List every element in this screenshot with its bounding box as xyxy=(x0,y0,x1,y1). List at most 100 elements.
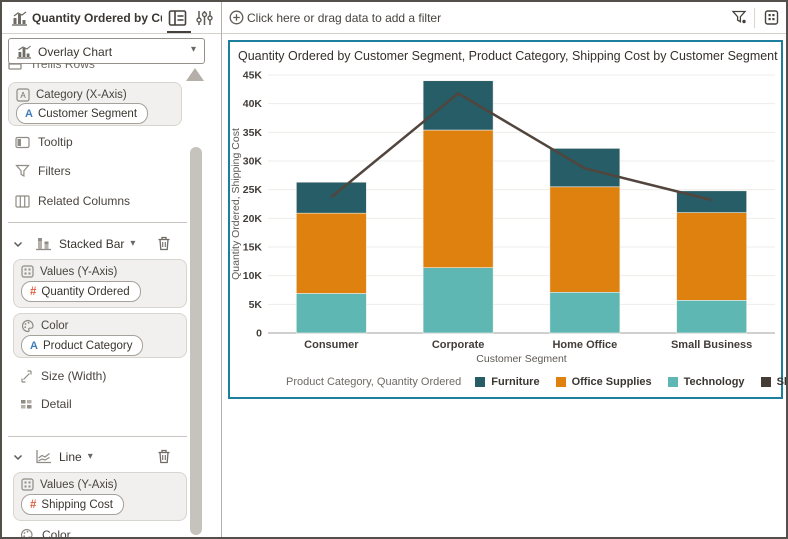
bar-segment[interactable] xyxy=(423,268,493,333)
detail-item[interactable]: Detail xyxy=(20,397,72,411)
bar-values-label: Values (Y-Axis) xyxy=(40,266,117,278)
data-grid-icon[interactable] xyxy=(763,9,780,26)
measure-type-icon: # xyxy=(30,286,36,298)
header-divider xyxy=(0,33,788,34)
tooltip-icon xyxy=(15,136,30,149)
shipping-cost-pill[interactable]: # Shipping Cost xyxy=(21,494,124,515)
stacked-bar-section-title: Stacked Bar xyxy=(59,237,124,251)
bar-segment[interactable] xyxy=(296,182,366,213)
app-window: Quantity Ordered by Custom... Click here… xyxy=(0,0,788,539)
bar-values-label-row: Values (Y-Axis) xyxy=(21,265,117,278)
y-tick-label: 5K xyxy=(249,299,263,311)
legend-label: Technology xyxy=(684,376,745,388)
legend-label: Shipping Cost xyxy=(777,376,788,388)
filter-bar[interactable]: Click here or drag data to add a filter xyxy=(222,2,786,33)
legend-swatch xyxy=(668,377,678,387)
values-grid-icon xyxy=(21,478,34,491)
panel-scrollbar[interactable] xyxy=(190,147,202,535)
grammar-panel-icon xyxy=(168,9,187,27)
viz-chart-icon xyxy=(11,10,28,27)
category-zone-label-row: A Category (X-Axis) xyxy=(16,88,127,102)
customer-segment-pill[interactable]: A Customer Segment xyxy=(16,103,148,124)
y-tick-label: 0 xyxy=(256,328,262,340)
y-tick-label: 25K xyxy=(243,184,263,196)
bar-segment[interactable] xyxy=(296,213,366,293)
scroll-up-arrow[interactable] xyxy=(186,68,204,81)
line-color-item[interactable]: Color xyxy=(20,528,71,537)
x-category-label: Consumer xyxy=(304,339,359,351)
attribute-type-icon: A xyxy=(30,340,38,352)
bar-segment[interactable] xyxy=(423,130,493,268)
related-columns-item[interactable]: Related Columns xyxy=(15,194,130,208)
line-series[interactable] xyxy=(331,93,711,200)
related-columns-icon xyxy=(15,195,30,208)
line-values-label-row: Values (Y-Axis) xyxy=(21,478,117,491)
bar-color-label-row: Color xyxy=(21,319,68,333)
category-zone-label: Category (X-Axis) xyxy=(36,89,127,101)
legend-swatch xyxy=(556,377,566,387)
sliders-icon xyxy=(195,9,214,27)
x-category-label: Corporate xyxy=(432,339,485,351)
bar-segment[interactable] xyxy=(677,300,747,333)
section-divider xyxy=(8,436,187,437)
size-width-item[interactable]: Size (Width) xyxy=(20,369,106,383)
x-axis-title: Customer Segment xyxy=(476,353,567,365)
measure-type-icon: # xyxy=(30,499,36,511)
filters-label: Filters xyxy=(38,164,71,178)
detail-label: Detail xyxy=(41,397,72,411)
y-axis-title: Quantity Ordered, Shipping Cost xyxy=(230,128,242,280)
canvas-area: Quantity Ordered by Customer Segment, Pr… xyxy=(222,34,786,537)
legend-title: Product Category, Quantity Ordered xyxy=(286,376,461,388)
trellis-rows-label: Trellis Rows xyxy=(30,63,95,71)
y-tick-label: 20K xyxy=(243,213,263,225)
bar-segment[interactable] xyxy=(423,81,493,130)
overlay-chart-icon xyxy=(16,44,32,60)
toolbar-divider xyxy=(754,8,755,28)
visualization-title: Quantity Ordered by Custom... xyxy=(32,11,162,25)
trellis-rows-icon xyxy=(8,63,22,71)
line-section-header[interactable]: Line ▾ xyxy=(12,449,93,464)
legend-item[interactable]: Technology xyxy=(668,376,745,388)
properties-tab[interactable] xyxy=(195,9,217,29)
delete-stacked-bar-icon[interactable] xyxy=(157,236,171,251)
chart-legend: Product Category, Quantity Ordered Furni… xyxy=(286,376,788,388)
chevron-down-icon xyxy=(12,451,24,463)
quantity-ordered-pill[interactable]: # Quantity Ordered xyxy=(21,281,141,302)
size-width-icon xyxy=(20,370,33,383)
bar-segment[interactable] xyxy=(677,213,747,301)
line-section-title: Line xyxy=(59,450,82,464)
bar-segment[interactable] xyxy=(550,187,620,292)
pill-label: Quantity Ordered xyxy=(41,286,129,298)
delete-line-icon[interactable] xyxy=(157,449,171,464)
chart-type-select[interactable]: Overlay Chart ▾ xyxy=(8,38,205,64)
detail-icon xyxy=(20,398,33,410)
legend-label: Furniture xyxy=(491,376,539,388)
legend-swatch xyxy=(475,377,485,387)
line-values-label: Values (Y-Axis) xyxy=(40,479,117,491)
filters-item[interactable]: Filters xyxy=(15,164,71,178)
stacked-bar-icon xyxy=(35,236,52,251)
filter-options-icon[interactable] xyxy=(731,9,748,26)
legend-item[interactable]: Furniture xyxy=(475,376,539,388)
tooltip-label: Tooltip xyxy=(38,135,73,149)
legend-item[interactable]: Shipping Cost xyxy=(761,376,788,388)
y-tick-label: 15K xyxy=(243,242,263,254)
related-columns-label: Related Columns xyxy=(38,194,130,208)
pill-label: Customer Segment xyxy=(38,108,137,120)
bar-segment[interactable] xyxy=(296,293,366,333)
grammar-panel: Overlay Chart ▾ Trellis Rows A Category … xyxy=(2,34,221,537)
svg-text:A: A xyxy=(20,91,26,100)
add-filter-icon xyxy=(229,10,244,25)
y-tick-label: 45K xyxy=(243,70,263,82)
size-width-label: Size (Width) xyxy=(41,369,106,383)
tooltip-item[interactable]: Tooltip xyxy=(15,135,73,149)
product-category-pill[interactable]: A Product Category xyxy=(21,335,143,356)
y-tick-label: 30K xyxy=(243,156,263,168)
trellis-rows-item[interactable]: Trellis Rows xyxy=(8,63,158,76)
chart-svg: 05K10K15K20K25K30K35K40K45KQuantity Orde… xyxy=(230,42,781,372)
bar-segment[interactable] xyxy=(550,292,620,333)
chart-container[interactable]: Quantity Ordered by Customer Segment, Pr… xyxy=(228,40,783,399)
grammar-tab[interactable] xyxy=(168,9,190,29)
legend-item[interactable]: Office Supplies xyxy=(556,376,652,388)
stacked-bar-section-header[interactable]: Stacked Bar ▾ xyxy=(12,236,135,251)
